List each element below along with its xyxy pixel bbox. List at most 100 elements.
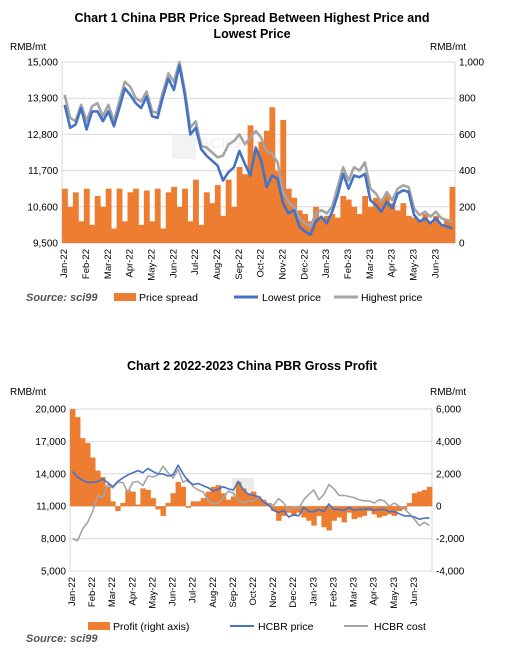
x-tick-label: Jan-22 [67,577,78,606]
x-tick-label: Feb-23 [343,249,354,279]
price-spread-bar [449,186,456,243]
x-tick-label: Apr-22 [125,249,136,278]
legend-label-price-spread: Price spread [139,292,198,304]
x-tick-label: Nov-22 [278,249,289,280]
profit-right-axis-bar [291,506,297,516]
profit-right-axis-bar [175,481,182,507]
hcbr-price-line [71,464,430,520]
y-left-tick-label: 11,000 [36,502,66,513]
profit-right-axis-bar [426,486,433,507]
price-spread-bar [378,199,385,243]
chart-1-title-line-2: Lowest Price [213,27,290,41]
chart-1-right-axis-ticks: 1,000 800 600 400 200 0 [459,58,484,250]
price-spread-bar [105,188,112,243]
y-right-tick-label: 6,000 [436,405,461,416]
profit-right-axis-bar [185,506,192,508]
profit-right-axis-bar [326,506,332,531]
price-spread-bar [132,188,139,243]
price-spread-bar [444,219,450,243]
y-right-tick-label: 0 [459,239,465,250]
x-tick-label: Jun-22 [168,577,179,606]
profit-right-axis-bar [230,496,237,507]
price-spread-bar [242,174,248,243]
y-right-tick-label: 1,000 [459,58,484,69]
price-spread-bar [367,206,374,243]
chart-2-legend: Profit (right axis) HCBR price HCBR cost [88,621,426,633]
profit-right-axis-bar [396,506,403,512]
profit-right-axis-bar [95,470,101,507]
profit-right-axis-bar [80,438,86,507]
price-spread-bar [405,215,412,243]
price-spread-bar [247,125,254,243]
profit-right-axis-bar [261,499,267,507]
highest-price-line [63,60,453,228]
profit-right-axis-bar [356,506,363,518]
x-tick-label: Nov-22 [268,577,279,608]
profit-right-axis-bar [105,486,111,507]
profit-right-axis-bar [155,506,161,510]
chart-1-source: Source: sci99 [26,292,98,304]
price-spread-bar [111,228,117,243]
price-spread-bar [187,221,194,243]
profit-right-axis-bar [130,491,136,507]
price-spread-bar [253,152,259,243]
price-spread-bar [356,214,363,243]
profit-right-axis-bar [276,506,282,521]
x-tick-label: Apr-23 [387,249,398,278]
profit-right-axis-bar [235,481,242,507]
price-spread-bar [209,203,216,243]
price-spread-bar [143,190,150,243]
price-spread-bar [334,217,341,243]
profit-right-axis-bar [336,506,342,518]
x-tick-label: Jan-23 [321,249,332,278]
y-right-tick-label: -2,000 [436,534,465,545]
profit-right-axis-bar [311,506,317,526]
price-spread-bar [176,206,183,243]
chart-1-series-lines [63,60,453,237]
price-spread-bar [220,215,227,243]
price-spread-bar [433,215,440,243]
price-spread-bar [122,221,128,243]
price-spread-bar [203,192,210,243]
y-left-tick-label: 15,000 [27,58,58,69]
y-right-tick-label: 0 [436,502,442,513]
profit-right-axis-bar [321,506,327,528]
price-spread-bar [389,203,396,243]
profit-right-axis-bar [210,486,217,507]
profit-right-axis-bar [115,506,121,512]
price-spread-bar [313,206,319,243]
price-spread-bar [182,188,188,243]
profit-right-axis-bar [180,486,187,507]
x-tick-label: Dec-22 [288,577,299,608]
price-spread-bar [165,192,172,243]
x-tick-label: Jun-23 [409,577,420,606]
y-left-tick-label: 13,900 [27,94,58,105]
price-spread-bar [214,185,221,243]
profit-right-axis-bar [220,493,227,507]
chart-1: Chart 1 China PBR Price Spread Between H… [10,11,484,304]
chart-2-source: Source: sci99 [26,633,98,645]
x-tick-label: Mar-22 [103,249,114,279]
price-spread-bar [225,179,232,243]
y-right-tick-label: 800 [459,94,476,105]
price-spread-bar [62,188,68,243]
x-tick-label: Aug-22 [212,249,223,280]
profit-right-axis-bar [416,491,423,507]
chart-2-title: Chart 2 2022-2023 China PBR Gross Profit [127,359,378,373]
price-spread-bar [438,224,445,243]
x-tick-label: May-22 [147,249,158,281]
profit-right-axis-bar [70,409,76,507]
chart-2-right-axis-unit: RMB/mt [430,387,466,398]
y-left-tick-label: 11,700 [28,166,58,177]
chart-2-right-axis-ticks: 6,000 4,000 2,000 0 -2,000 -4,000 [436,405,465,578]
chart-1-right-axis-unit: RMB/mt [430,42,466,53]
price-spread-bar [138,224,145,243]
profit-right-axis-bar [240,488,247,507]
hcbr-cost-line [72,465,430,542]
chart-2-x-axis-ticks: Jan-22 Feb-22 Mar-22 Apr-22 May-22 Jun-22 Jul-… [67,577,420,609]
price-spread-bar [362,195,369,243]
price-spread-bar [193,179,199,243]
x-tick-label: Mar-22 [107,577,118,607]
profit-right-axis-bar [376,506,383,518]
x-tick-label: Jan-22 [59,249,70,278]
